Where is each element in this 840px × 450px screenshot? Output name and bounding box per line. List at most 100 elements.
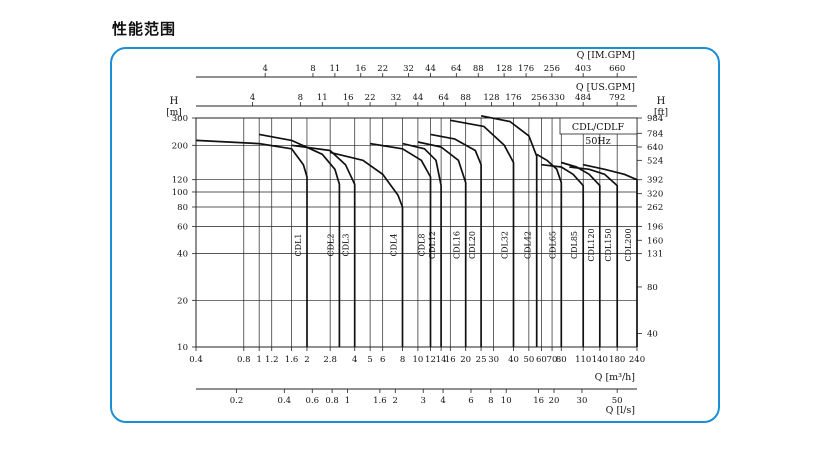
y-axis-unit-right: [ft] [654,108,668,118]
series-label-cdl8: CDL8 [417,234,426,257]
x-tick-label-m3h: 1.2 [265,355,279,365]
x-tick-label-m3h: 80 [556,355,567,365]
x-tick-label-m3h: 50 [523,355,534,365]
usgpm-tick-label: 88 [460,93,471,103]
usgpm-tick-label: 176 [505,93,521,103]
curve-cdl4 [329,151,404,347]
x-tick-label-m3h: 25 [476,355,487,365]
curve-cdl42 [480,114,538,347]
y-tick-label-m: 60 [177,222,188,232]
y-tick-label-m: 300 [172,114,188,124]
curve-cdl65 [536,153,563,347]
ls-tick-label: 4 [440,396,445,406]
y-tick-label-m: 200 [172,141,188,151]
ls-tick-label: 0.2 [230,396,244,406]
ls-tick-label: 8 [488,396,493,406]
series-label-cdl200: CDL200 [624,228,633,261]
x-tick-label-m3h: 0.8 [237,355,251,365]
curve-cdl120 [561,161,601,347]
y-tick-label-ft: 80 [647,283,658,293]
imgpm-tick-label: 8 [310,64,315,74]
series-label-cdl85: CDL85 [570,231,579,259]
curve-cdl85 [541,163,585,347]
series-label-cdl4: CDL4 [390,234,399,257]
ls-tick-label: 50 [612,396,623,406]
usgpm-tick-label: 484 [575,93,591,103]
usgpm-tick-label: 256 [531,93,547,103]
x-tick-label-m3h: 6 [380,355,385,365]
y-tick-label-ft: 320 [647,190,663,200]
usgpm-tick-label: 8 [298,93,303,103]
x-tick-label-m3h: 40 [508,355,519,365]
ls-axis-label: Q [l/s] [606,405,635,416]
ls-tick-label: 16 [533,396,544,406]
y-tick-label-m: 40 [177,250,188,260]
x-tick-label-m3h: 1.6 [285,355,299,365]
y-tick-label-ft: 640 [647,143,663,153]
ls-tick-label: 1 [345,396,350,406]
y-tick-label-m: 80 [177,203,188,213]
x-tick-label-m3h: 140 [592,355,608,365]
y-tick-label-ft: 784 [647,129,663,139]
y-tick-label-ft: 131 [647,250,663,260]
x-tick-label-m3h: 2 [304,355,309,365]
x-tick-label-m3h: 14 [436,355,447,365]
x-tick-label-m3h: 110 [575,355,591,365]
imgpm-tick-label: 256 [544,64,560,74]
x-tick-label-m3h: 2.8 [323,355,337,365]
series-label-cdl20: CDL20 [468,231,477,259]
x-tick-label-m3h: 5 [367,355,372,365]
series-label-cdl32: CDL32 [500,231,509,259]
series-label-cdl1: CDL1 [294,234,303,257]
usgpm-tick-label: 792 [609,93,625,103]
x-tick-label-m3h: 30 [488,355,499,365]
ls-tick-label: 20 [549,396,560,406]
usgpm-tick-label: 11 [317,93,328,103]
legend-box [559,117,638,135]
series-label-cdl12: CDL12 [428,231,437,259]
ls-tick-label: 10 [501,396,512,406]
imgpm-axis-label: Q [IM.GPM] [577,50,635,61]
curve-cdl20 [430,133,482,347]
ls-tick-label: 2 [393,396,398,406]
y-tick-label-m: 20 [177,296,188,306]
x-tick-label-m3h: 8 [400,355,405,365]
ls-tick-label: 30 [577,396,588,406]
curve-cdl16 [417,141,467,347]
usgpm-tick-label: 64 [438,93,449,103]
series-label-cdl42: CDL42 [524,231,533,259]
imgpm-tick-label: 22 [377,64,388,74]
imgpm-tick-label: 44 [425,64,436,74]
y-tick-label-ft: 392 [647,176,663,186]
imgpm-tick-label: 4 [262,64,267,74]
y-axis-unit-left: [m] [166,108,182,118]
imgpm-tick-label: 11 [330,64,341,74]
chart-subtitle-line-1: CDL/CDLF [572,122,625,133]
imgpm-tick-label: 176 [518,64,534,74]
imgpm-tick-label: 403 [575,64,591,74]
y-tick-label-ft: 40 [647,330,658,340]
imgpm-tick-label: 64 [451,64,462,74]
y-tick-label-ft: 984 [647,114,663,124]
series-label-cdl120: CDL120 [587,228,596,261]
usgpm-tick-label: 16 [343,93,354,103]
curve-cdl32 [450,119,515,347]
curve-cdl8 [369,142,432,347]
imgpm-tick-label: 32 [403,64,414,74]
usgpm-tick-label: 128 [483,93,499,103]
series-label-cdl150: CDL150 [604,228,613,261]
curve-cdl3 [291,144,356,347]
curve-cdl2 [259,133,341,347]
x-tick-label-m3h: 16 [445,355,456,365]
x-tick-label-m3h: 1 [256,355,261,365]
curve-cdl200 [583,163,638,347]
y-axis-label-left: H [170,96,179,107]
series-label-cdl16: CDL16 [453,231,462,259]
usgpm-tick-label: 22 [365,93,376,103]
imgpm-tick-label: 660 [609,64,625,74]
x-tick-label-m3h: 60 [536,355,547,365]
ls-tick-label: 3 [421,396,426,406]
imgpm-tick-label: 88 [473,64,484,74]
usgpm-tick-label: 4 [250,93,255,103]
